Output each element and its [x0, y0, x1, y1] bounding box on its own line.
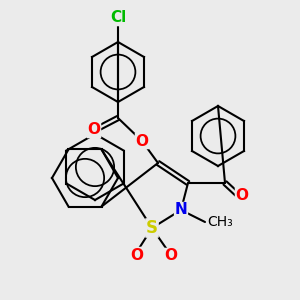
Text: O: O: [130, 248, 143, 262]
Text: Cl: Cl: [110, 11, 126, 26]
Text: O: O: [164, 248, 178, 263]
Text: CH₃: CH₃: [207, 215, 233, 229]
Text: S: S: [146, 219, 158, 237]
Text: O: O: [136, 134, 148, 148]
Text: N: N: [175, 202, 188, 217]
Text: O: O: [236, 188, 248, 202]
Text: O: O: [88, 122, 100, 137]
